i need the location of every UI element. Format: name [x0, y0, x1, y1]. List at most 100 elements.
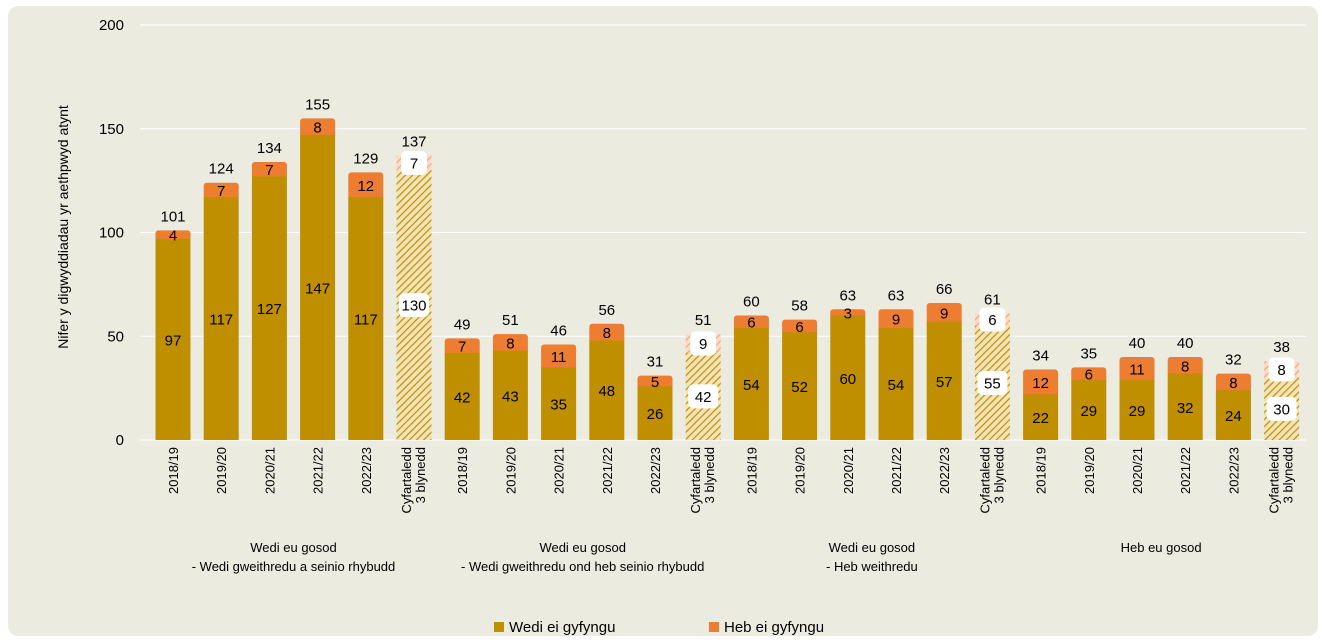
- bar-segment-not-contained: [1071, 367, 1107, 383]
- bar-segment-not-contained: [444, 338, 480, 356]
- bar-segment-contained: [926, 321, 962, 440]
- data-label-total: 34: [1032, 347, 1049, 364]
- legend-label-contained: Wedi ei gyfyngu: [509, 619, 615, 636]
- x-tick-label-line1: Cyfartaledd: [977, 447, 992, 513]
- data-label-contained: 26: [647, 406, 664, 423]
- bar-segment-contained: [251, 176, 287, 440]
- bar-segment-not-contained: [878, 309, 914, 331]
- data-label-contained: 117: [209, 312, 233, 329]
- data-label-contained: 24: [1225, 408, 1242, 425]
- bar-group-1-4: 147 8 155: [300, 96, 336, 440]
- bar-segment-contained: [733, 327, 769, 440]
- data-label-total: 63: [839, 287, 856, 304]
- bar-segment-contained: [1119, 379, 1155, 440]
- bar-segment-contained: [637, 386, 673, 440]
- y-axis: Nifer y digwyddiadau yr aethpwyd atynt 0…: [55, 17, 124, 449]
- x-tick-label: 2019/20: [214, 447, 229, 494]
- y-tick-label-150: 150: [99, 121, 124, 138]
- data-label-total: 35: [1080, 345, 1097, 362]
- bar-segment-not-contained: [733, 315, 769, 331]
- x-tick-label-line2: 3 blynedd: [702, 447, 717, 503]
- data-label-box-contained: [688, 384, 719, 409]
- data-label-contained: 48: [598, 383, 615, 400]
- x-tick-label: 2018/19: [1034, 447, 1049, 494]
- data-label-not-contained: 7: [265, 162, 273, 179]
- bar-segment-contained: [878, 327, 914, 440]
- x-tick-label: 2021/22: [600, 447, 615, 494]
- bar-segment-contained: [300, 134, 336, 440]
- data-label-box-not-contained: [979, 307, 1006, 332]
- x-tick-label: 2021/22: [889, 447, 904, 494]
- legend-label-not_contained: Heb ei gyfyngu: [724, 619, 824, 636]
- x-tick-label: 2020/21: [841, 447, 856, 494]
- data-label-not-contained: 6: [1085, 367, 1093, 384]
- bar-segment-not-contained: [1215, 373, 1251, 394]
- bar-group-1-3: 127 7 134: [251, 140, 287, 440]
- data-label-contained: 32: [1177, 400, 1194, 417]
- bar-segment-contained: [155, 238, 191, 440]
- data-label-total: 32: [1225, 352, 1242, 369]
- data-label-total: 129: [353, 150, 378, 167]
- data-label-total: 46: [550, 323, 567, 340]
- data-label-box-not-contained: [690, 331, 717, 356]
- data-label-contained: 29: [1129, 403, 1146, 420]
- group-label-line1: Wedi eu gosod: [250, 540, 337, 555]
- data-label-total: 56: [598, 302, 615, 319]
- data-label-contained: 55: [984, 375, 1001, 392]
- bar-segment-contained: [541, 367, 577, 440]
- bar-group-4-4: 32 8 40: [1167, 335, 1203, 440]
- x-tick-label: 2019/20: [503, 447, 518, 494]
- data-label-not-contained: 7: [217, 183, 225, 200]
- bar-segment-not-contained: [637, 375, 673, 390]
- data-label-total: 40: [1177, 335, 1194, 352]
- x-tick-label: 2021/22: [311, 447, 326, 494]
- bar-group-2-3: 35 11 46: [541, 323, 577, 440]
- data-label-total: 101: [160, 208, 185, 225]
- x-tick-label: 2018/19: [744, 447, 759, 494]
- group-label-line2: - Wedi gweithredu ond heb seinio rhybudd: [461, 559, 704, 574]
- data-label-box-not-contained: [401, 150, 427, 175]
- bar-group-4-1: 22 12 34: [1023, 347, 1059, 440]
- data-label-total: 31: [647, 354, 664, 371]
- data-label-total: 63: [888, 287, 905, 304]
- bar-segment-contained: [348, 197, 384, 440]
- data-label-total: 51: [695, 312, 712, 329]
- x-tick-label: 2022/23: [937, 447, 952, 494]
- data-label-box-contained: [977, 370, 1008, 395]
- data-label-contained: 117: [354, 312, 378, 329]
- group-label-line1: Heb eu gosod: [1121, 540, 1202, 555]
- bar-segment-contained: [1167, 373, 1203, 440]
- y-tick-label-0: 0: [116, 432, 124, 449]
- data-label-not-contained: 8: [603, 325, 611, 342]
- bar-group-2-4: 48 8 56: [589, 302, 625, 440]
- bar-segment-contained: [1215, 390, 1251, 440]
- data-label-total: 60: [743, 294, 760, 311]
- bar-group-1-2: 117 7 124: [203, 161, 239, 440]
- data-label-total: 137: [401, 134, 426, 151]
- bar-segment-contained: [1071, 379, 1107, 440]
- data-label-total: 49: [454, 316, 471, 333]
- bar-group-3-1: 54 6 60: [733, 294, 769, 440]
- data-label-not-contained: 8: [1181, 358, 1189, 375]
- x-tick-label-line1: Cyfartaledd: [399, 447, 414, 513]
- data-label-contained: 54: [888, 377, 905, 394]
- bar-group-2-1: 42 7 49: [444, 316, 480, 440]
- data-label-box-not-contained: [1268, 357, 1295, 382]
- bar-segment-contained: [830, 315, 866, 440]
- x-axis: 2018/19 2019/20 2020/21 2021/22 2022/23 Cyfar…: [166, 447, 1296, 574]
- data-label-not-contained: 8: [506, 335, 514, 352]
- bar-segment-not-contained: [203, 182, 239, 201]
- data-label-not-contained: 6: [747, 315, 755, 332]
- data-label-not-contained: 5: [651, 374, 659, 391]
- data-label-total: 51: [502, 312, 519, 329]
- data-label-not-contained: 11: [1129, 361, 1145, 378]
- bar-group-3-4: 54 9 63: [878, 287, 914, 440]
- data-label-contained: 42: [454, 389, 471, 406]
- data-label-contained: 42: [695, 389, 712, 406]
- legend: Wedi ei gyfyngu Heb ei gyfyngu: [494, 619, 824, 636]
- bar-segment-not-contained: [1167, 357, 1203, 377]
- data-label-not-contained: 8: [313, 120, 321, 137]
- data-label-contained: 97: [165, 332, 182, 349]
- bar-group-3-6: 55 6 61: [974, 291, 1010, 440]
- bar-segment-not-contained: [348, 172, 384, 201]
